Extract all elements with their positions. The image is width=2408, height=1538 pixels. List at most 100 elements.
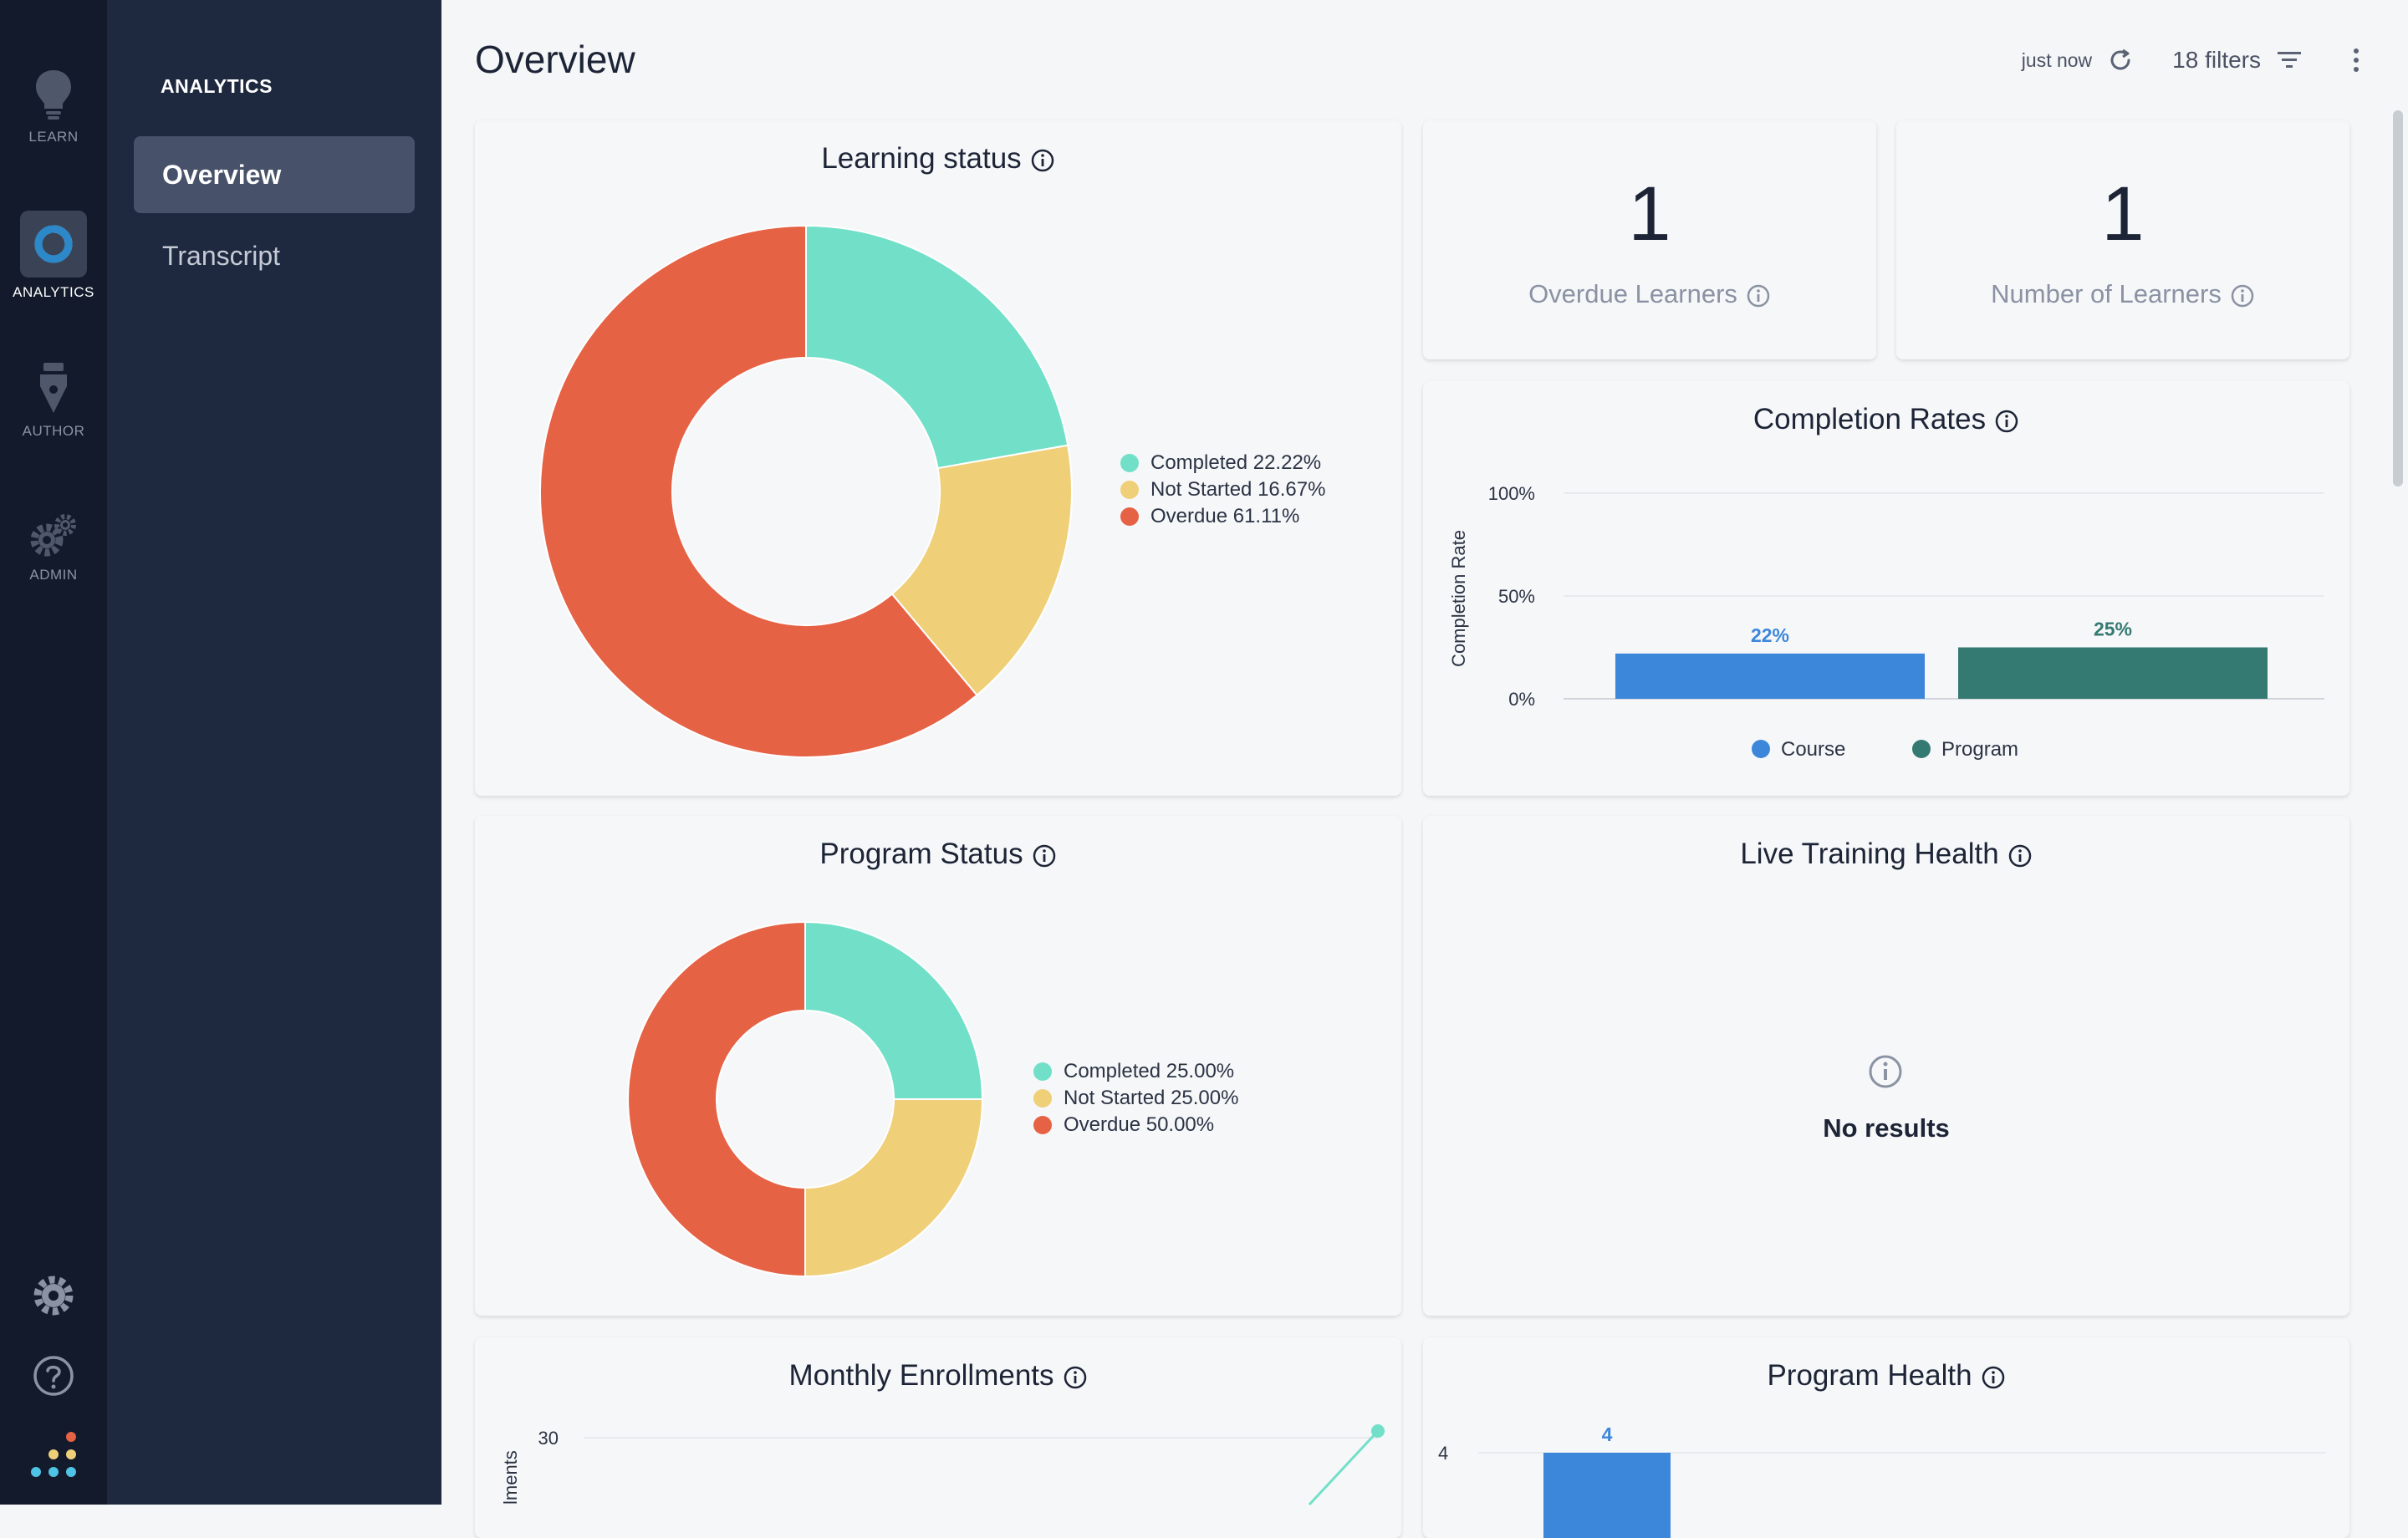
legend-item-not-started: Not Started 16.67% bbox=[1120, 476, 1325, 503]
legend-dot bbox=[1033, 1089, 1052, 1108]
program-status-title-text: Program Status bbox=[819, 838, 1023, 870]
subnav-item-transcript[interactable]: Transcript bbox=[162, 241, 281, 271]
monthly-enrollments-chart: 30 lments bbox=[500, 1424, 1385, 1506]
donut-slice-not-started[interactable] bbox=[804, 1098, 984, 1278]
pen-nib-icon bbox=[40, 363, 67, 413]
legend-dot bbox=[1752, 740, 1770, 758]
y-tick-label: 50% bbox=[1498, 586, 1535, 607]
rail-item-author[interactable]: AUTHOR bbox=[0, 361, 107, 440]
rail-label-analytics: ANALYTICS bbox=[13, 284, 94, 300]
main-content: Overview just now 18 filters Learning st… bbox=[441, 0, 2408, 1538]
info-icon[interactable] bbox=[1063, 1365, 1088, 1390]
y-tick-label: 30 bbox=[538, 1428, 559, 1449]
donut-slice-overdue[interactable] bbox=[538, 224, 978, 758]
bar-data-label: 4 bbox=[1602, 1423, 1613, 1445]
legend-dot bbox=[1120, 481, 1139, 499]
bar-program[interactable] bbox=[1958, 647, 2268, 700]
live-training-health-title: Live Training Health bbox=[1423, 838, 2349, 871]
bar[interactable] bbox=[1543, 1453, 1671, 1538]
rail-item-learn[interactable]: LEARN bbox=[0, 69, 107, 145]
subnav-title: ANALYTICS bbox=[161, 75, 273, 97]
info-icon[interactable] bbox=[1030, 148, 1055, 173]
program-health-title: Program Health bbox=[1423, 1359, 2349, 1393]
analytics-icon bbox=[34, 225, 73, 263]
help-icon[interactable] bbox=[32, 1354, 75, 1398]
monthly-enrollments-card: Monthly Enrollments 30 lments bbox=[475, 1337, 1401, 1538]
legend-label: Overdue 50.00% bbox=[1064, 1113, 1215, 1136]
learning-status-title-text: Learning status bbox=[821, 142, 1022, 175]
legend-dot bbox=[1033, 1062, 1052, 1081]
info-icon[interactable] bbox=[2008, 843, 2033, 868]
completion-rates-card: Completion Rates 0% 50% 100% Completion Rat… bbox=[1423, 381, 2349, 796]
rail-label-admin: ADMIN bbox=[29, 567, 78, 583]
analytics-subnav: ANALYTICS Overview Transcript bbox=[107, 0, 441, 1505]
header-toolbar: just now 18 filters bbox=[2022, 47, 2361, 74]
more-options-icon[interactable] bbox=[2351, 47, 2361, 74]
legend-label: Completed 22.22% bbox=[1150, 451, 1322, 474]
y-axis-label: Completion Rate bbox=[1448, 530, 1469, 667]
info-icon[interactable] bbox=[1994, 409, 2019, 434]
overdue-learners-value: 1 bbox=[1628, 171, 1671, 257]
legend-item-completed: Completed 25.00% bbox=[1033, 1058, 1238, 1085]
number-of-learners-value: 1 bbox=[2101, 171, 2145, 257]
legend-dot bbox=[1912, 740, 1931, 758]
bar-course[interactable] bbox=[1615, 653, 1925, 699]
gears-icon bbox=[30, 514, 76, 557]
legend-label: Program bbox=[1941, 738, 2018, 761]
rail-label-author: AUTHOR bbox=[22, 423, 85, 439]
program-health-chart: 44 bbox=[1438, 1423, 2326, 1538]
data-point[interactable] bbox=[1371, 1424, 1385, 1438]
settings-gear-icon[interactable] bbox=[32, 1274, 75, 1317]
monthly-enrollments-title-text: Monthly Enrollments bbox=[788, 1359, 1054, 1392]
program-status-title: Program Status bbox=[475, 838, 1401, 871]
rail-item-analytics[interactable]: ANALYTICS bbox=[0, 211, 107, 301]
live-training-health-card: Live Training Health No results bbox=[1423, 816, 2349, 1316]
filter-icon[interactable] bbox=[2276, 48, 2303, 72]
subnav-item-overview[interactable]: Overview bbox=[134, 136, 415, 213]
legend-dot bbox=[1120, 507, 1139, 526]
legend-dot bbox=[1120, 454, 1139, 472]
legend-item-overdue: Overdue 61.11% bbox=[1120, 503, 1325, 530]
program-status-legend: Completed 25.00% Not Started 25.00% Over… bbox=[1033, 1058, 1238, 1138]
series-line bbox=[1308, 1429, 1380, 1506]
info-icon[interactable] bbox=[1032, 843, 1057, 868]
bar-data-label: 22% bbox=[1751, 624, 1789, 646]
filters-count[interactable]: 18 filters bbox=[2172, 47, 2261, 73]
donut-slice-completed[interactable] bbox=[804, 920, 984, 1100]
empty-info-icon bbox=[1869, 1055, 1902, 1088]
legend-label: Completed 25.00% bbox=[1064, 1060, 1235, 1082]
donut-slice-completed[interactable] bbox=[805, 224, 1069, 470]
rail-item-admin[interactable]: ADMIN bbox=[0, 513, 107, 583]
completion-rates-title: Completion Rates bbox=[1423, 403, 2349, 436]
legend-label: Course bbox=[1781, 738, 1845, 761]
program-health-title-text: Program Health bbox=[1767, 1359, 1972, 1392]
info-icon[interactable] bbox=[2230, 283, 2255, 308]
info-icon[interactable] bbox=[1981, 1365, 2006, 1390]
overdue-learners-label: Overdue Learners bbox=[1423, 279, 1876, 309]
donut-slice-overdue[interactable] bbox=[627, 920, 806, 1278]
learning-status-title: Learning status bbox=[475, 142, 1401, 176]
legend-dot bbox=[1033, 1116, 1052, 1134]
program-status-card: Program Status Completed 25.00% Not Star… bbox=[475, 816, 1401, 1316]
legend-label: Not Started 16.67% bbox=[1150, 478, 1326, 501]
vertical-scrollbar[interactable] bbox=[2393, 110, 2403, 486]
info-icon[interactable] bbox=[1746, 283, 1771, 308]
learning-status-card: Learning status Completed 22.22% Not Sta… bbox=[475, 120, 1401, 796]
live-training-health-title-text: Live Training Health bbox=[1740, 838, 1999, 870]
refresh-icon[interactable] bbox=[2107, 47, 2134, 74]
overdue-learners-label-text: Overdue Learners bbox=[1528, 279, 1737, 308]
no-results-text: No results bbox=[1823, 1113, 1950, 1143]
y-tick-label: 0% bbox=[1508, 689, 1535, 710]
donut-slice-not-started[interactable] bbox=[890, 444, 1073, 697]
legend-label: Overdue 61.11% bbox=[1150, 505, 1300, 527]
number-of-learners-label: Number of Learners bbox=[1896, 279, 2349, 309]
legend-label: Not Started 25.00% bbox=[1064, 1087, 1239, 1109]
legend-item-completed: Completed 22.22% bbox=[1120, 450, 1325, 476]
lightbulb-icon bbox=[36, 70, 71, 120]
app-logo-dots bbox=[31, 1432, 76, 1477]
app-rail: LEARN ANALYTICS AUTHOR ADMIN bbox=[0, 0, 107, 1505]
y-axis-label: lments bbox=[500, 1450, 521, 1505]
legend-item-not-started: Not Started 25.00% bbox=[1033, 1085, 1238, 1112]
completion-rates-title-text: Completion Rates bbox=[1752, 403, 1987, 435]
